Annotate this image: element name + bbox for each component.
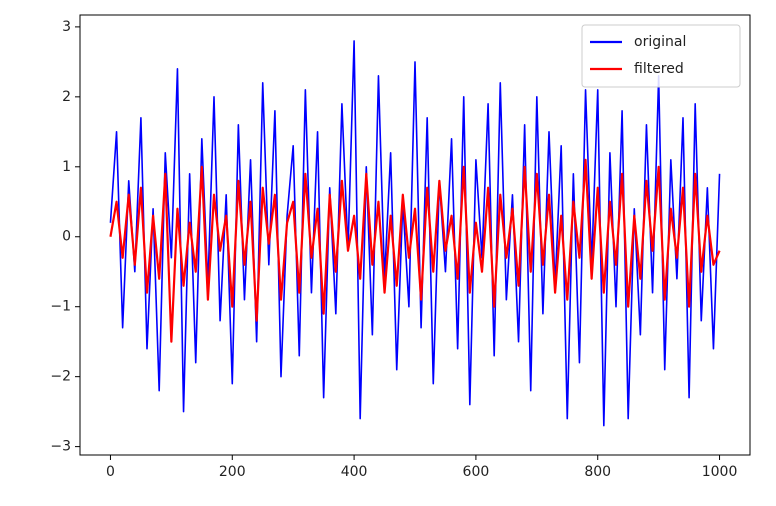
line-original bbox=[109, 40, 721, 427]
y-tick-label: 1 bbox=[62, 159, 71, 175]
legend-label: filtered bbox=[634, 61, 684, 77]
x-tick-label: 600 bbox=[463, 464, 490, 480]
y-tick-label: −3 bbox=[50, 439, 71, 455]
axes-frame bbox=[79, 14, 751, 456]
y-tick-label: 0 bbox=[62, 229, 71, 245]
y-tick-label: 3 bbox=[62, 19, 71, 35]
x-tick-label: 0 bbox=[106, 464, 115, 480]
x-tick-label: 1000 bbox=[702, 464, 738, 480]
legend-label: original bbox=[634, 34, 686, 50]
x-tick-label: 200 bbox=[219, 464, 246, 480]
y-tick-label: −2 bbox=[50, 369, 71, 385]
x-tick-label: 400 bbox=[341, 464, 368, 480]
line-filtered bbox=[109, 158, 721, 343]
y-tick-label: −1 bbox=[50, 299, 71, 315]
x-tick-label: 800 bbox=[584, 464, 611, 480]
legend-box bbox=[581, 24, 741, 88]
y-tick-label: 2 bbox=[62, 89, 71, 105]
